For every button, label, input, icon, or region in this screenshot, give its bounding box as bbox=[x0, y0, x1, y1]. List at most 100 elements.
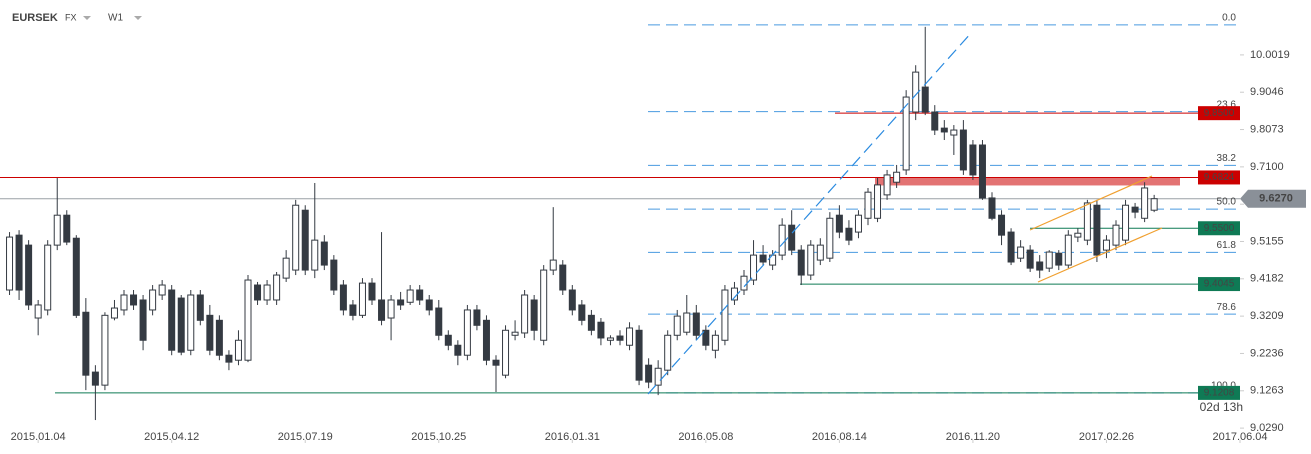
y-tick-label: 9.9046 bbox=[1250, 86, 1284, 98]
level-label-box bbox=[1198, 385, 1240, 400]
candle-body bbox=[482, 319, 490, 361]
fib-label: 23.6 bbox=[1217, 99, 1237, 110]
trend-line bbox=[647, 31, 973, 395]
x-tick-label: 2015.01.04 bbox=[11, 431, 66, 443]
fib-label: 38.2 bbox=[1217, 153, 1237, 164]
candle-body bbox=[53, 214, 61, 246]
y-tick-label: 10.0019 bbox=[1250, 49, 1290, 61]
candle-body bbox=[740, 275, 748, 291]
candle-body bbox=[25, 244, 33, 306]
symbol[interactable]: EURSEK bbox=[12, 12, 58, 24]
candle-body bbox=[196, 294, 204, 321]
candle-body bbox=[1131, 206, 1139, 213]
candle-body bbox=[931, 111, 939, 131]
candle-body bbox=[826, 217, 834, 259]
candle-body bbox=[988, 197, 996, 219]
y-tick-label: 9.8073 bbox=[1250, 123, 1284, 135]
dropdown-caret[interactable] bbox=[83, 16, 91, 20]
candle-body bbox=[959, 129, 967, 171]
candle-body bbox=[101, 314, 109, 386]
candle-body bbox=[244, 279, 252, 361]
candle-body bbox=[1141, 187, 1149, 219]
x-tick-label: 2016.05.08 bbox=[678, 431, 733, 443]
x-tick-label: 2015.07.19 bbox=[278, 431, 333, 443]
candle-body bbox=[273, 274, 281, 301]
level-label-box bbox=[1198, 170, 1240, 185]
candle-body bbox=[149, 289, 157, 311]
candle-body bbox=[673, 315, 681, 336]
candle-body bbox=[1036, 261, 1044, 271]
candle-body bbox=[874, 184, 882, 219]
candle-body bbox=[1064, 234, 1072, 266]
candle-body bbox=[902, 96, 910, 171]
candle-body bbox=[139, 299, 147, 341]
candle-body bbox=[1093, 204, 1101, 256]
timeframe[interactable]: W1 bbox=[108, 13, 123, 24]
channel-line bbox=[1037, 227, 1163, 283]
candle-body bbox=[110, 307, 118, 319]
candle-body bbox=[168, 289, 176, 351]
candle-body bbox=[397, 299, 405, 306]
candle-body bbox=[502, 329, 510, 376]
candle-body bbox=[778, 224, 786, 256]
candle-body bbox=[788, 224, 796, 251]
candle-body bbox=[692, 312, 700, 336]
candle-body bbox=[349, 304, 357, 316]
candle-body bbox=[807, 244, 815, 276]
y-tick-label: 9.3209 bbox=[1250, 310, 1284, 322]
y-tick-label: 9.2236 bbox=[1250, 347, 1284, 359]
fib-label: 78.6 bbox=[1217, 302, 1237, 313]
candle-body bbox=[254, 284, 262, 301]
candle-body bbox=[454, 344, 462, 356]
candle-body bbox=[130, 294, 138, 306]
candle-body bbox=[587, 314, 595, 331]
dropdown-caret[interactable] bbox=[134, 16, 142, 20]
candle-body bbox=[635, 329, 643, 381]
candle-body bbox=[368, 282, 376, 301]
candle-body bbox=[978, 144, 986, 199]
candle-body bbox=[645, 364, 653, 383]
candle-body bbox=[883, 174, 891, 196]
candle-body bbox=[969, 144, 977, 176]
candle-body bbox=[378, 299, 386, 321]
candle-body bbox=[206, 314, 214, 351]
market[interactable]: FX bbox=[65, 12, 77, 22]
resistance-zone bbox=[875, 177, 1180, 186]
candle-body bbox=[1007, 231, 1015, 263]
candle-body bbox=[530, 299, 538, 331]
candle-body bbox=[492, 359, 500, 366]
candle-body bbox=[1083, 202, 1091, 241]
candle-body bbox=[750, 254, 758, 281]
x-tick-label: 2017.06.04 bbox=[1212, 431, 1267, 443]
candle-body bbox=[1055, 252, 1063, 266]
x-tick-label: 2015.04.12 bbox=[144, 431, 199, 443]
candle-body bbox=[311, 239, 319, 271]
level-label: 9.5500 bbox=[1204, 223, 1235, 234]
candle-body bbox=[72, 237, 80, 316]
candle-body bbox=[1112, 224, 1120, 246]
candle-body bbox=[44, 244, 52, 311]
candle-body bbox=[330, 259, 338, 291]
x-tick-label: 2016.11.20 bbox=[946, 431, 1000, 443]
candle-body bbox=[444, 334, 452, 346]
candle-body bbox=[711, 334, 719, 351]
candle-body bbox=[597, 321, 605, 339]
y-tick-label: 9.0290 bbox=[1250, 422, 1284, 434]
candle-body bbox=[416, 289, 424, 301]
candle-body bbox=[1017, 246, 1025, 259]
level-label: 9.4045 bbox=[1204, 279, 1235, 290]
candle-body bbox=[654, 367, 662, 386]
candle-body bbox=[797, 249, 805, 276]
candle-body bbox=[1074, 232, 1082, 238]
candle-body bbox=[893, 171, 901, 183]
candle-body bbox=[425, 299, 433, 311]
candle-body bbox=[82, 311, 90, 376]
candle-body bbox=[721, 289, 729, 341]
candle-body bbox=[950, 129, 958, 136]
candle-body bbox=[473, 309, 481, 326]
candle-body bbox=[616, 335, 624, 341]
level-label-box bbox=[1198, 277, 1240, 292]
candle-body bbox=[158, 284, 166, 296]
candle-body bbox=[34, 304, 42, 319]
candle-body bbox=[6, 236, 14, 291]
